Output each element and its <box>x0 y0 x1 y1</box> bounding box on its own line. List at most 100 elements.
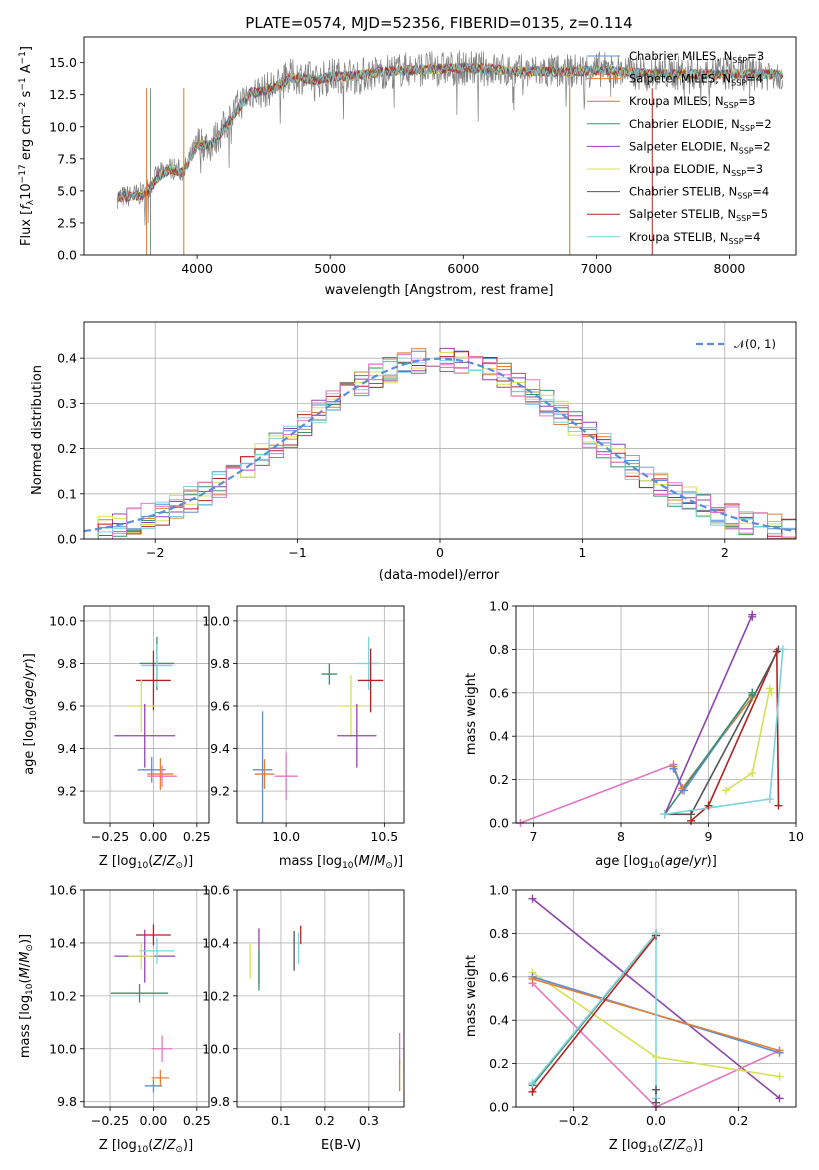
grid <box>237 889 404 1107</box>
plot-area <box>114 636 177 791</box>
y-tick-label: 0.3 <box>57 396 77 411</box>
axes-frame <box>83 605 210 824</box>
legend-subscript: SSP <box>731 79 746 88</box>
series-line <box>531 935 657 1093</box>
axes-frame <box>515 889 797 1108</box>
histogram-step <box>84 354 796 539</box>
legend-count: =5 <box>751 207 768 221</box>
y-tick-label: 10.0 <box>202 1041 230 1056</box>
x-tick-label: −2 <box>146 545 164 560</box>
series-line <box>690 651 780 822</box>
residual-histogram-panel: (data-model)/error Normed distribution −… <box>30 321 797 583</box>
plus-marker <box>704 801 713 810</box>
axes-frame <box>83 36 797 256</box>
y-tick-label: 10.0 <box>49 613 77 628</box>
histogram-step <box>84 361 796 539</box>
axes-frame <box>236 605 405 824</box>
plus-marker <box>748 769 757 778</box>
x-tick-label: 0.3 <box>359 1113 379 1128</box>
x-tick-label: 0.25 <box>183 829 211 844</box>
zmass-ylabel: mass [log10(M/M⊙)] <box>18 934 35 1058</box>
legend-subscript: SSP <box>739 146 754 155</box>
plus-marker <box>748 690 757 699</box>
spectrum-title: PLATE=0574, MJD=52356, FIBERID=0135, z=0… <box>245 14 632 32</box>
x-tick-label: −1 <box>288 545 306 560</box>
z-age-panel: Z [log10(Z/Z⊙)] age [log10(age/yr)] −0.2… <box>22 605 211 871</box>
grid <box>516 605 797 824</box>
legend-label: Chabrier MILES, NSSP=3 <box>629 49 764 65</box>
series-line <box>672 692 753 793</box>
agemw-ylabel: mass weight <box>464 673 479 755</box>
y-tick-label: 0.0 <box>489 1100 509 1115</box>
axes-frame <box>83 321 797 540</box>
y-tick-label: 9.4 <box>57 741 77 756</box>
y-tick-label: 0.0 <box>489 816 509 831</box>
legend-label: Kroupa STELIB, NSSP=4 <box>629 230 760 246</box>
y-tick-label: 5.0 <box>57 183 77 198</box>
x-tick-label: 0.00 <box>140 1113 168 1128</box>
plus-marker <box>528 1087 537 1096</box>
histogram-step <box>84 359 796 539</box>
x-tick-label: 0.1 <box>271 1113 291 1128</box>
plot-area <box>252 636 384 823</box>
y-tick-label: 0.4 <box>489 729 509 744</box>
age-massweight-panel: age [log10(age/yr)] mass weight 7 8 9 10 0.0… <box>464 599 804 872</box>
z-mass-panel: Z [log10(Z/Z⊙)] mass [log10(M/M⊙)] −0.25… <box>18 883 211 1156</box>
x-tick-label: 10 <box>788 829 804 844</box>
plus-marker <box>778 645 787 654</box>
legend-subscript: SSP <box>724 101 739 110</box>
series-line <box>520 763 684 823</box>
hist-xlabel: (data-model)/error <box>379 568 500 583</box>
x-tick-label: 10.5 <box>370 829 398 844</box>
y-tick-label: 9.8 <box>210 656 230 671</box>
plus-marker <box>774 801 783 810</box>
y-tick-label: 1.0 <box>489 599 509 614</box>
plus-marker <box>775 1046 784 1055</box>
grid <box>84 889 209 1107</box>
legend-count: =4 <box>744 230 761 244</box>
legend-label: Salpeter ELODIE, NSSP=2 <box>629 139 771 155</box>
x-tick-label: 8000 <box>714 261 746 276</box>
legend-label: Kroupa MILES, NSSP=3 <box>629 94 755 110</box>
plot-area <box>249 925 401 1092</box>
legend-count: =3 <box>739 94 756 108</box>
plus-marker <box>722 786 730 795</box>
y-tick-label: 10.0 <box>202 613 230 628</box>
legend-label: Kroupa ELODIE, NSSP=3 <box>629 162 763 178</box>
legend-subscript: SSP <box>729 237 744 246</box>
hist-ylabel: Normed distribution <box>30 365 45 495</box>
plus-marker <box>660 810 669 819</box>
plus-marker <box>765 684 774 693</box>
grid <box>84 606 209 823</box>
y-tick-label: 9.6 <box>210 698 230 713</box>
legend-count: =3 <box>747 49 764 63</box>
y-tick-label: 9.2 <box>57 784 77 799</box>
legend-count: =4 <box>746 72 763 86</box>
x-tick-label: −0.2 <box>558 1113 588 1128</box>
x-tick-label: 0.25 <box>183 1113 211 1128</box>
y-tick-label: 0.2 <box>489 772 509 787</box>
y-tick-label: 10.2 <box>202 988 230 1003</box>
legend-subscript: SSP <box>731 169 746 178</box>
legend-count: =3 <box>746 162 763 176</box>
legend-label: Salpeter MILES, NSSP=4 <box>629 72 763 88</box>
y-tick-label: 12.5 <box>49 87 77 102</box>
y-tick-label: 0.8 <box>489 642 509 657</box>
plus-marker <box>748 612 757 621</box>
y-tick-label: 10.6 <box>49 883 77 898</box>
legend-subscript: SSP <box>737 192 752 201</box>
x-tick-label: −0.25 <box>91 829 129 844</box>
y-tick-label: 9.6 <box>57 698 77 713</box>
y-tick-label: 15.0 <box>49 55 77 70</box>
legend-label: Chabrier STELIB, NSSP=4 <box>629 185 769 201</box>
y-tick-label: 9.8 <box>210 1094 230 1109</box>
spectrum-xlabel: wavelength [Angstrom, rest frame] <box>325 283 554 298</box>
spectrum-ylabel: Flux [fλ10−17 erg cm−2 s−1 A−1] <box>18 46 36 246</box>
x-tick-label: 6000 <box>447 261 479 276</box>
plus-marker <box>652 929 660 938</box>
y-tick-label: 0.6 <box>489 969 509 984</box>
ebv-xlabel: E(B-V) <box>321 1138 361 1153</box>
y-tick-label: 0.2 <box>489 1056 509 1071</box>
y-tick-label: 0.4 <box>489 1013 509 1028</box>
z-massweight-panel: Z [log10(Z/Z⊙)] mass weight −0.2 0.0 0.2 0.… <box>464 883 797 1155</box>
